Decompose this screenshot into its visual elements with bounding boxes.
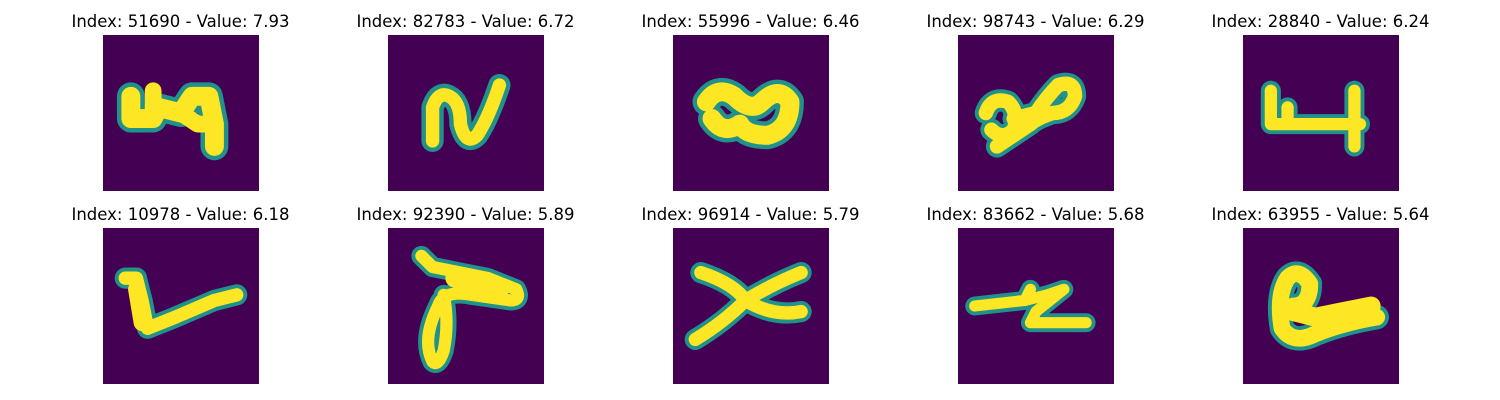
panel-5: Index: 28840 - Value: 6.24: [1178, 8, 1463, 198]
panel-4: Index: 98743 - Value: 6.29: [893, 8, 1178, 198]
panel-10: Index: 63955 - Value: 5.64: [1178, 201, 1463, 391]
x-shaped-stroke-glyph: [684, 261, 812, 351]
panel-title: Index: 28840 - Value: 6.24: [1211, 12, 1430, 31]
panel-8: Index: 96914 - Value: 5.79: [608, 201, 893, 391]
panel-image: [388, 35, 544, 191]
bracket-shape-glyph: [1260, 80, 1371, 157]
wave-blob-glyph: [692, 77, 804, 150]
panel-2: Index: 82783 - Value: 6.72: [323, 8, 608, 198]
panel-title: Index: 51690 - Value: 7.93: [71, 12, 290, 31]
double-loop-stroke-glyph: [974, 72, 1087, 158]
n-shaped-stroke-glyph: [421, 74, 511, 152]
panel-image: [103, 228, 259, 384]
panel-image: [673, 35, 829, 191]
panel-title: Index: 98743 - Value: 6.29: [926, 12, 1145, 31]
hook-blob-glyph: [1267, 261, 1389, 351]
panel-title: Index: 82783 - Value: 6.72: [356, 12, 575, 31]
loop-with-bar-glyph: [411, 245, 528, 373]
check-mark-stroke-glyph: [114, 267, 248, 339]
panel-image: [388, 228, 544, 384]
digit-4-like-blob-glyph: [116, 82, 229, 161]
panel-title: Index: 83662 - Value: 5.68: [926, 205, 1145, 224]
panel-title: Index: 63955 - Value: 5.64: [1211, 205, 1430, 224]
panel-title: Index: 96914 - Value: 5.79: [641, 205, 860, 224]
panel-3: Index: 55996 - Value: 6.46: [608, 8, 893, 198]
panel-title: Index: 55996 - Value: 6.46: [641, 12, 860, 31]
panel-9: Index: 83662 - Value: 5.68: [893, 201, 1178, 391]
panel-title: Index: 10978 - Value: 6.18: [71, 205, 290, 224]
panel-image: [673, 228, 829, 384]
panel-7: Index: 92390 - Value: 5.89: [323, 201, 608, 391]
panel-6: Index: 10978 - Value: 6.18: [38, 201, 323, 391]
panel-image: [958, 228, 1114, 384]
panel-1: Index: 51690 - Value: 7.93: [38, 8, 323, 198]
panel-image: [958, 35, 1114, 191]
panel-image: [103, 35, 259, 191]
panel-image: [1243, 228, 1399, 384]
z-like-stroke-glyph: [965, 279, 1096, 333]
panel-title: Index: 92390 - Value: 5.89: [356, 205, 575, 224]
panel-image: [1243, 35, 1399, 191]
